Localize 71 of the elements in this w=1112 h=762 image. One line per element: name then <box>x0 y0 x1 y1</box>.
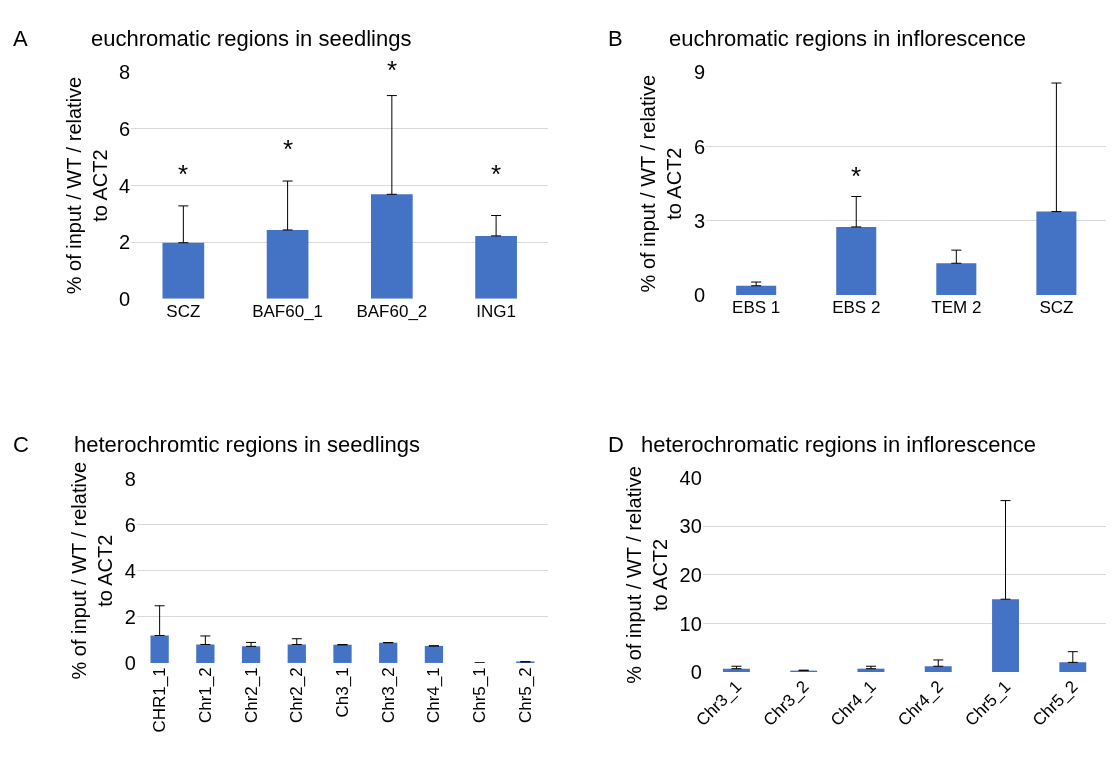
x-tick-label: Chr5_2 <box>515 667 535 724</box>
y-tick-label: 8 <box>124 467 136 490</box>
y-axis-title: % of input / WT / relative to ACT2 <box>623 466 672 684</box>
y-tick-label: 6 <box>124 513 136 536</box>
y-tick-label: 20 <box>679 563 702 586</box>
y-tick-label: 0 <box>690 661 702 684</box>
x-tick-label: Chr1_2 <box>195 667 215 724</box>
bar <box>1059 662 1087 673</box>
y-tick-label: 9 <box>693 61 706 84</box>
bar <box>241 646 261 663</box>
y-tick-label: 10 <box>679 612 702 635</box>
x-tick-label: EBS 1 <box>732 297 781 317</box>
text: A <box>13 26 28 51</box>
chart-title: euchromatic regions in seedlings <box>91 26 412 51</box>
x-tick-label: CHR1_1 <box>150 667 170 733</box>
y-tick-label: 4 <box>119 174 131 197</box>
bar <box>736 285 777 295</box>
annotation: * <box>283 134 294 164</box>
x-tick-label: SCZ <box>166 301 201 321</box>
text: B <box>608 26 623 51</box>
x-tick-label: Ch3_1 <box>333 667 353 718</box>
text: C <box>13 432 29 457</box>
chart-title: heterochromatic regions in inflorescence <box>641 432 1036 457</box>
y-tick-label: 30 <box>679 515 702 538</box>
bar <box>424 645 444 663</box>
y-axis-title: % of input / WT / relative to ACT2 <box>62 76 111 295</box>
y-tick-label: 0 <box>693 283 706 306</box>
bar <box>475 235 517 299</box>
y-tick-label: 3 <box>693 209 706 232</box>
chart-title: heterochromtic regions in seedlings <box>74 432 421 457</box>
bar <box>836 226 877 295</box>
annotation: * <box>851 161 862 191</box>
x-tick-label: TEM 2 <box>931 297 982 317</box>
text: D <box>608 432 624 457</box>
annotation: * <box>178 159 189 189</box>
bar <box>266 229 309 299</box>
bar <box>992 599 1019 673</box>
x-tick-label: Chr2_1 <box>241 667 261 724</box>
x-tick-label: EBS 2 <box>832 297 881 317</box>
bar <box>333 644 352 663</box>
chart-title: euchromatic regions in inflorescence <box>669 26 1027 51</box>
y-tick-label: 6 <box>693 135 706 158</box>
x-tick-label: Chr3_2 <box>378 667 398 724</box>
y-axis-title: % of input / WT / relative to ACT2 <box>68 461 117 680</box>
bar <box>1036 211 1077 295</box>
y-axis-title: % of input / WT / relative to ACT2 <box>637 74 686 293</box>
bar <box>162 242 205 299</box>
bar <box>371 194 413 299</box>
annotation: * <box>387 55 398 85</box>
y-tick-label: 0 <box>119 287 131 310</box>
bar <box>924 666 952 673</box>
y-tick-label: 2 <box>124 605 136 628</box>
y-tick-label: 4 <box>124 559 136 582</box>
x-tick-label: BAF60_2 <box>356 301 428 321</box>
y-tick-label: 8 <box>119 61 131 84</box>
x-tick-label: Chr5_1 <box>470 667 490 724</box>
y-tick-label: 6 <box>119 117 131 140</box>
y-tick-label: 40 <box>679 466 702 489</box>
x-tick-label: Chr2_2 <box>287 667 307 724</box>
y-tick-label: 2 <box>119 231 131 254</box>
x-tick-label: BAF60_1 <box>252 301 324 321</box>
bar <box>150 635 169 663</box>
x-tick-label: ING1 <box>476 301 516 321</box>
x-tick-label: SCZ <box>1039 297 1074 317</box>
annotation: * <box>491 159 502 189</box>
x-tick-label: Chr4_1 <box>424 667 444 724</box>
bar <box>287 644 306 663</box>
y-tick-label: 0 <box>124 651 136 674</box>
bar <box>936 263 977 295</box>
bar <box>196 644 215 663</box>
bar <box>379 642 398 663</box>
